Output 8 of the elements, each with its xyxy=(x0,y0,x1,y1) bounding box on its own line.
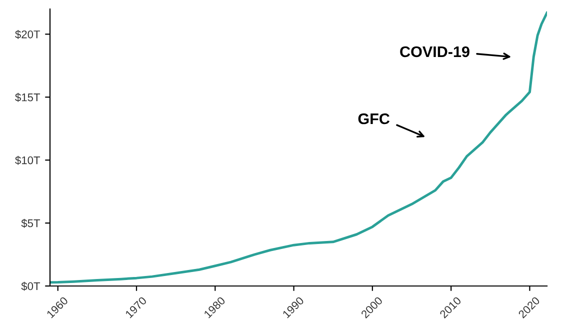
y-tick-label: $5T xyxy=(21,218,40,228)
y-tick-label: $0T xyxy=(21,282,40,291)
y-tick-label: $10T xyxy=(15,156,40,165)
y-tick-label: $15T xyxy=(15,92,40,102)
y-tick-label: $20T xyxy=(15,30,40,39)
annotation: COVID-19 xyxy=(400,46,470,58)
annotation: GFC xyxy=(358,113,390,124)
line-series xyxy=(50,12,547,284)
